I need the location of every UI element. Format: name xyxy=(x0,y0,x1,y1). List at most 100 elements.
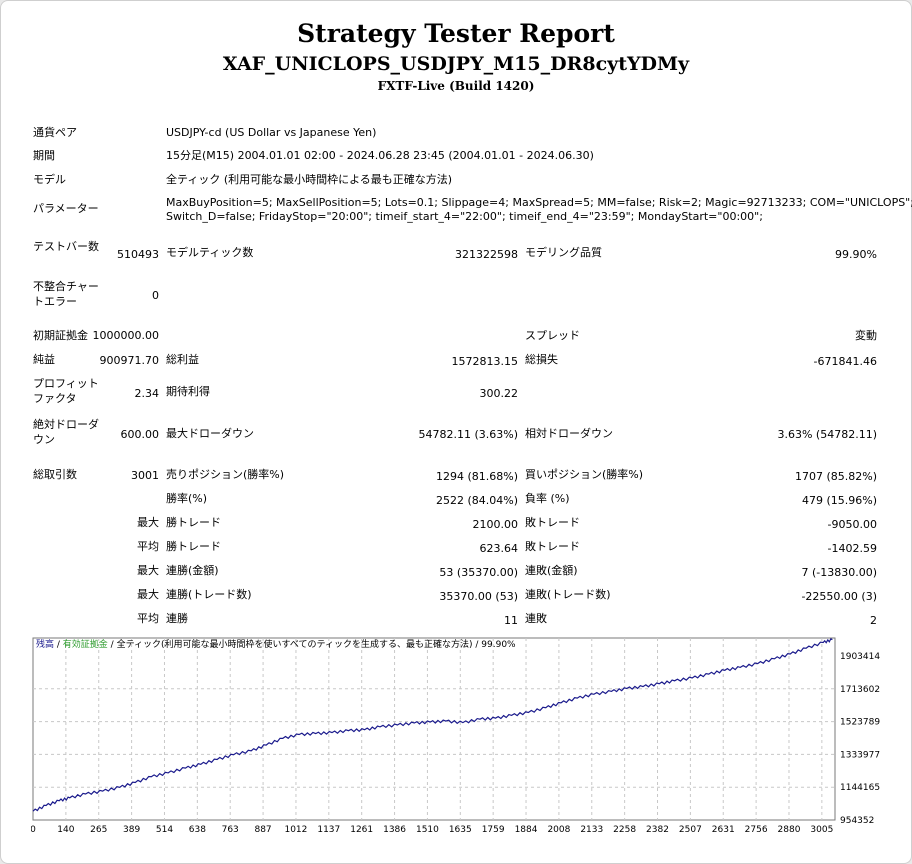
bars-value: 510493 xyxy=(117,248,159,261)
expected-payoff-label: 期待利得 xyxy=(166,385,210,398)
params-line-2: Switch_D=false; FridayStop="20:00"; time… xyxy=(166,210,763,223)
y-tick-label: 1903414 xyxy=(840,652,880,662)
max-consec-prefix: 最大 xyxy=(137,564,159,577)
model-value: 全ティック (利用可能な最小時間枠による最も正確な方法) xyxy=(166,173,453,186)
x-tick-label: 638 xyxy=(189,825,206,834)
x-tick-label: 389 xyxy=(123,825,140,834)
avg-consec-losses-value: 2 xyxy=(870,614,877,627)
largest-win-value: 2100.00 xyxy=(472,518,519,531)
max-consec-profit-prefix: 最大 xyxy=(137,588,159,601)
maximal-drawdown-label: 最大ドローダウン xyxy=(166,427,254,440)
x-tick-label: 887 xyxy=(254,825,271,834)
ticks-value: 321322598 xyxy=(455,248,518,261)
max-consec-losses-value: 7 (-13830.00) xyxy=(801,566,877,579)
x-tick-label: 2258 xyxy=(613,825,636,834)
balance-chart: 0 140 265 389 514 638 763 887 1012 1137 1261 1386 15… xyxy=(31,634,909,834)
average-win-value: 623.64 xyxy=(479,542,519,555)
total-trades-label: 総取引数 xyxy=(33,468,77,481)
profit-factor-label: プロフィットファクタ xyxy=(33,377,99,405)
y-tick-label: 954352 xyxy=(840,816,874,826)
legend-equity: 有効証拠金 xyxy=(63,638,108,650)
avg-consec-wins-value: 11 xyxy=(504,614,518,627)
max-consec-loss-amount-label: 連敗(トレード数) xyxy=(525,588,611,601)
largest-loss-value: -9050.00 xyxy=(827,518,877,531)
max-consec-wins-value: 53 (35370.00) xyxy=(439,566,518,579)
x-tick-label: 1635 xyxy=(449,825,472,834)
y-tick-label: 1144165 xyxy=(840,783,880,793)
x-tick-label: 2880 xyxy=(778,825,801,834)
legend-balance: 残高 xyxy=(36,638,54,650)
x-tick-label: 1386 xyxy=(383,825,406,834)
total-trades-value: 3001 xyxy=(131,469,159,482)
gross-loss-label: 総損失 xyxy=(525,353,558,366)
x-tick-label: 514 xyxy=(156,825,173,834)
expected-payoff-value: 300.22 xyxy=(479,387,519,400)
x-tick-label: 265 xyxy=(90,825,107,834)
largest-win-label: 勝トレード xyxy=(166,516,221,529)
gross-loss-value: -671841.46 xyxy=(813,355,877,368)
ticks-label: モデルティック数 xyxy=(166,246,254,259)
deposit-label: 初期証拠金 xyxy=(33,329,88,342)
x-tick-label: 1884 xyxy=(515,825,538,834)
balance-chart-svg: 0 140 265 389 514 638 763 887 1012 1137 1261 1386 15… xyxy=(31,637,880,834)
avg-consec-wins-label: 連勝 xyxy=(166,612,188,625)
mismatch-label: 不整合チャートエラー xyxy=(33,280,99,308)
short-positions-value: 1294 (81.68%) xyxy=(435,470,518,483)
profit-factor-value: 2.34 xyxy=(134,387,160,400)
x-tick-label: 0 xyxy=(31,825,36,834)
legend-sep: / xyxy=(473,640,482,650)
win-rate-label: 勝率(%) xyxy=(166,492,208,505)
plot-frame xyxy=(32,637,836,821)
absolute-drawdown-value: 600.00 xyxy=(120,428,160,441)
quality-value: 99.90% xyxy=(835,248,877,261)
x-tick-label: 1261 xyxy=(350,825,373,834)
x-tick-label: 2008 xyxy=(547,825,570,834)
report-subtitle: XAF_UNICLOPS_USDJPY_M15_DR8cytYDMy xyxy=(222,53,690,75)
symbol-label: 通貨ペア xyxy=(33,126,77,139)
gross-profit-label: 総利益 xyxy=(166,353,199,366)
model-label: モデル xyxy=(33,173,66,186)
bars-label: テストバー数 xyxy=(33,240,99,253)
x-tick-label: 2133 xyxy=(580,825,603,834)
legend-model: 全ティック(利用可能な最小時間枠を使いすべてのティックを生成する、最も正確な方法… xyxy=(117,638,473,650)
maximal-drawdown-value: 54782.11 (3.63%) xyxy=(418,428,518,441)
max-consec-profit-value: 35370.00 (53) xyxy=(439,590,518,603)
legend-sep: / xyxy=(108,640,117,650)
x-tick-label: 1759 xyxy=(482,825,505,834)
y-tick-label: 1523789 xyxy=(840,718,880,728)
max-consec-wins-label: 連勝(金額) xyxy=(166,564,219,577)
relative-drawdown-label: 相対ドローダウン xyxy=(525,427,613,440)
x-tick-label: 140 xyxy=(57,825,74,834)
absolute-drawdown-label: 絶対ドローダウン xyxy=(33,418,99,446)
y-tick-label: 1333977 xyxy=(840,750,880,760)
legend-sep: / xyxy=(54,640,63,650)
max-consec-profit-label: 連勝(トレード数) xyxy=(166,588,252,601)
y-tick-label: 1713602 xyxy=(840,685,880,695)
average-prefix: 平均 xyxy=(137,540,159,553)
average-win-label: 勝トレード xyxy=(166,540,221,553)
average-loss-label: 敗トレード xyxy=(525,540,580,553)
balance-line xyxy=(32,638,833,812)
x-tick-label: 3005 xyxy=(810,825,833,834)
short-positions-label: 売りポジション(勝率%) xyxy=(166,468,285,481)
net-profit-value: 900971.70 xyxy=(99,354,160,367)
long-positions-label: 買いポジション(勝率%) xyxy=(525,468,644,481)
max-consec-loss-amount-value: -22550.00 (3) xyxy=(801,590,877,603)
x-tick-label: 2382 xyxy=(646,825,669,834)
deposit-value: 1000000.00 xyxy=(92,329,159,342)
report-title: Strategy Tester Report xyxy=(297,19,615,48)
x-tick-label: 1137 xyxy=(317,825,340,834)
avg-consec-prefix: 平均 xyxy=(137,612,159,625)
x-tick-label: 763 xyxy=(222,825,239,834)
quality-label: モデリング品質 xyxy=(525,246,602,259)
period-label: 期間 xyxy=(33,149,55,162)
mismatch-value: 0 xyxy=(152,289,159,302)
x-tick-label: 2631 xyxy=(712,825,735,834)
chart-legend: 残高 / 有効証拠金 / 全ティック(利用可能な最小時間枠を使いすべてのティック… xyxy=(36,638,516,650)
params-label: パラメーター xyxy=(33,202,99,215)
loss-rate-label: 負率 (%) xyxy=(525,492,570,505)
spread-label: スプレッド xyxy=(525,329,580,342)
x-tick-label: 1012 xyxy=(284,825,307,834)
long-positions-value: 1707 (85.82%) xyxy=(794,470,877,483)
report-server: FXTF-Live (Build 1420) xyxy=(377,79,535,93)
